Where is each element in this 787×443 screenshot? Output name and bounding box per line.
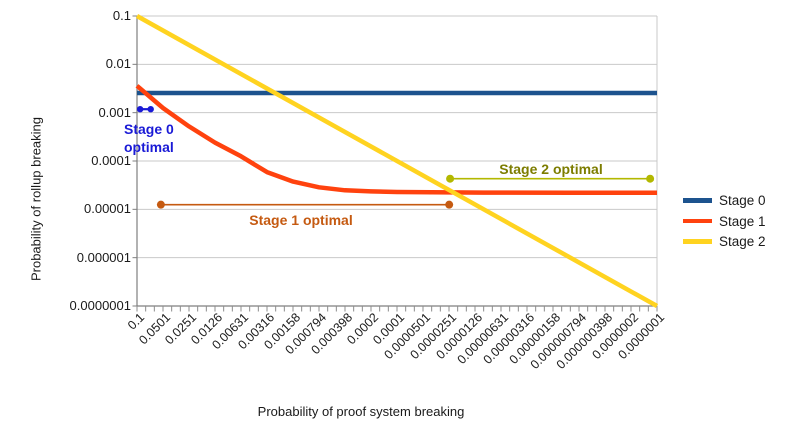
x-axis-title: Probability of proof system breaking: [257, 404, 465, 419]
y-tick-label: 0.0001: [91, 153, 131, 168]
annotation-stage-0-line2: optimal: [124, 139, 174, 155]
legend-label: Stage 0: [719, 193, 766, 208]
annotation-stage-0-line1: Stage 0: [124, 121, 174, 137]
legend-item-stage-2: Stage 2: [683, 234, 766, 249]
y-tick-label: 0.001: [98, 104, 131, 120]
stage-1-optimal-start-dot: [156, 200, 165, 209]
series-line-stage-1: [135, 84, 657, 196]
y-tick-label: 0.01: [105, 56, 131, 72]
y-tick-label: 0.1: [112, 8, 131, 23]
legend-swatch-stage-1: [683, 218, 712, 224]
legend-swatch-stage-0: [683, 198, 712, 203]
annotation-stage-0-optimal: Stage 0 optimal: [124, 120, 174, 156]
legend-swatch-stage-2: [683, 239, 712, 244]
stage-2-optimal-start-dot: [446, 174, 455, 183]
stage-1-optimal-end-dot: [445, 200, 454, 209]
y-tick-label: 0.000001: [76, 249, 131, 265]
y-tick-label: 0.00001: [84, 201, 131, 217]
legend-item-stage-1: Stage 1: [683, 214, 766, 229]
y-tick-label: 0.0000001: [69, 298, 131, 313]
annotation-stage-2-optimal: Stage 2 optimal: [499, 161, 603, 177]
annotation-stage-1-optimal: Stage 1 optimal: [249, 212, 353, 228]
stage-0-optimal-end-dot: [147, 105, 154, 113]
legend-label: Stage 2: [719, 234, 766, 249]
legend-item-stage-0: Stage 0: [683, 193, 766, 208]
stage-2-optimal-end-dot: [646, 174, 655, 183]
stage-0-optimal-start-dot: [136, 105, 144, 113]
series-line-stage-2: [135, 14, 659, 308]
legend-label: Stage 1: [719, 213, 766, 229]
